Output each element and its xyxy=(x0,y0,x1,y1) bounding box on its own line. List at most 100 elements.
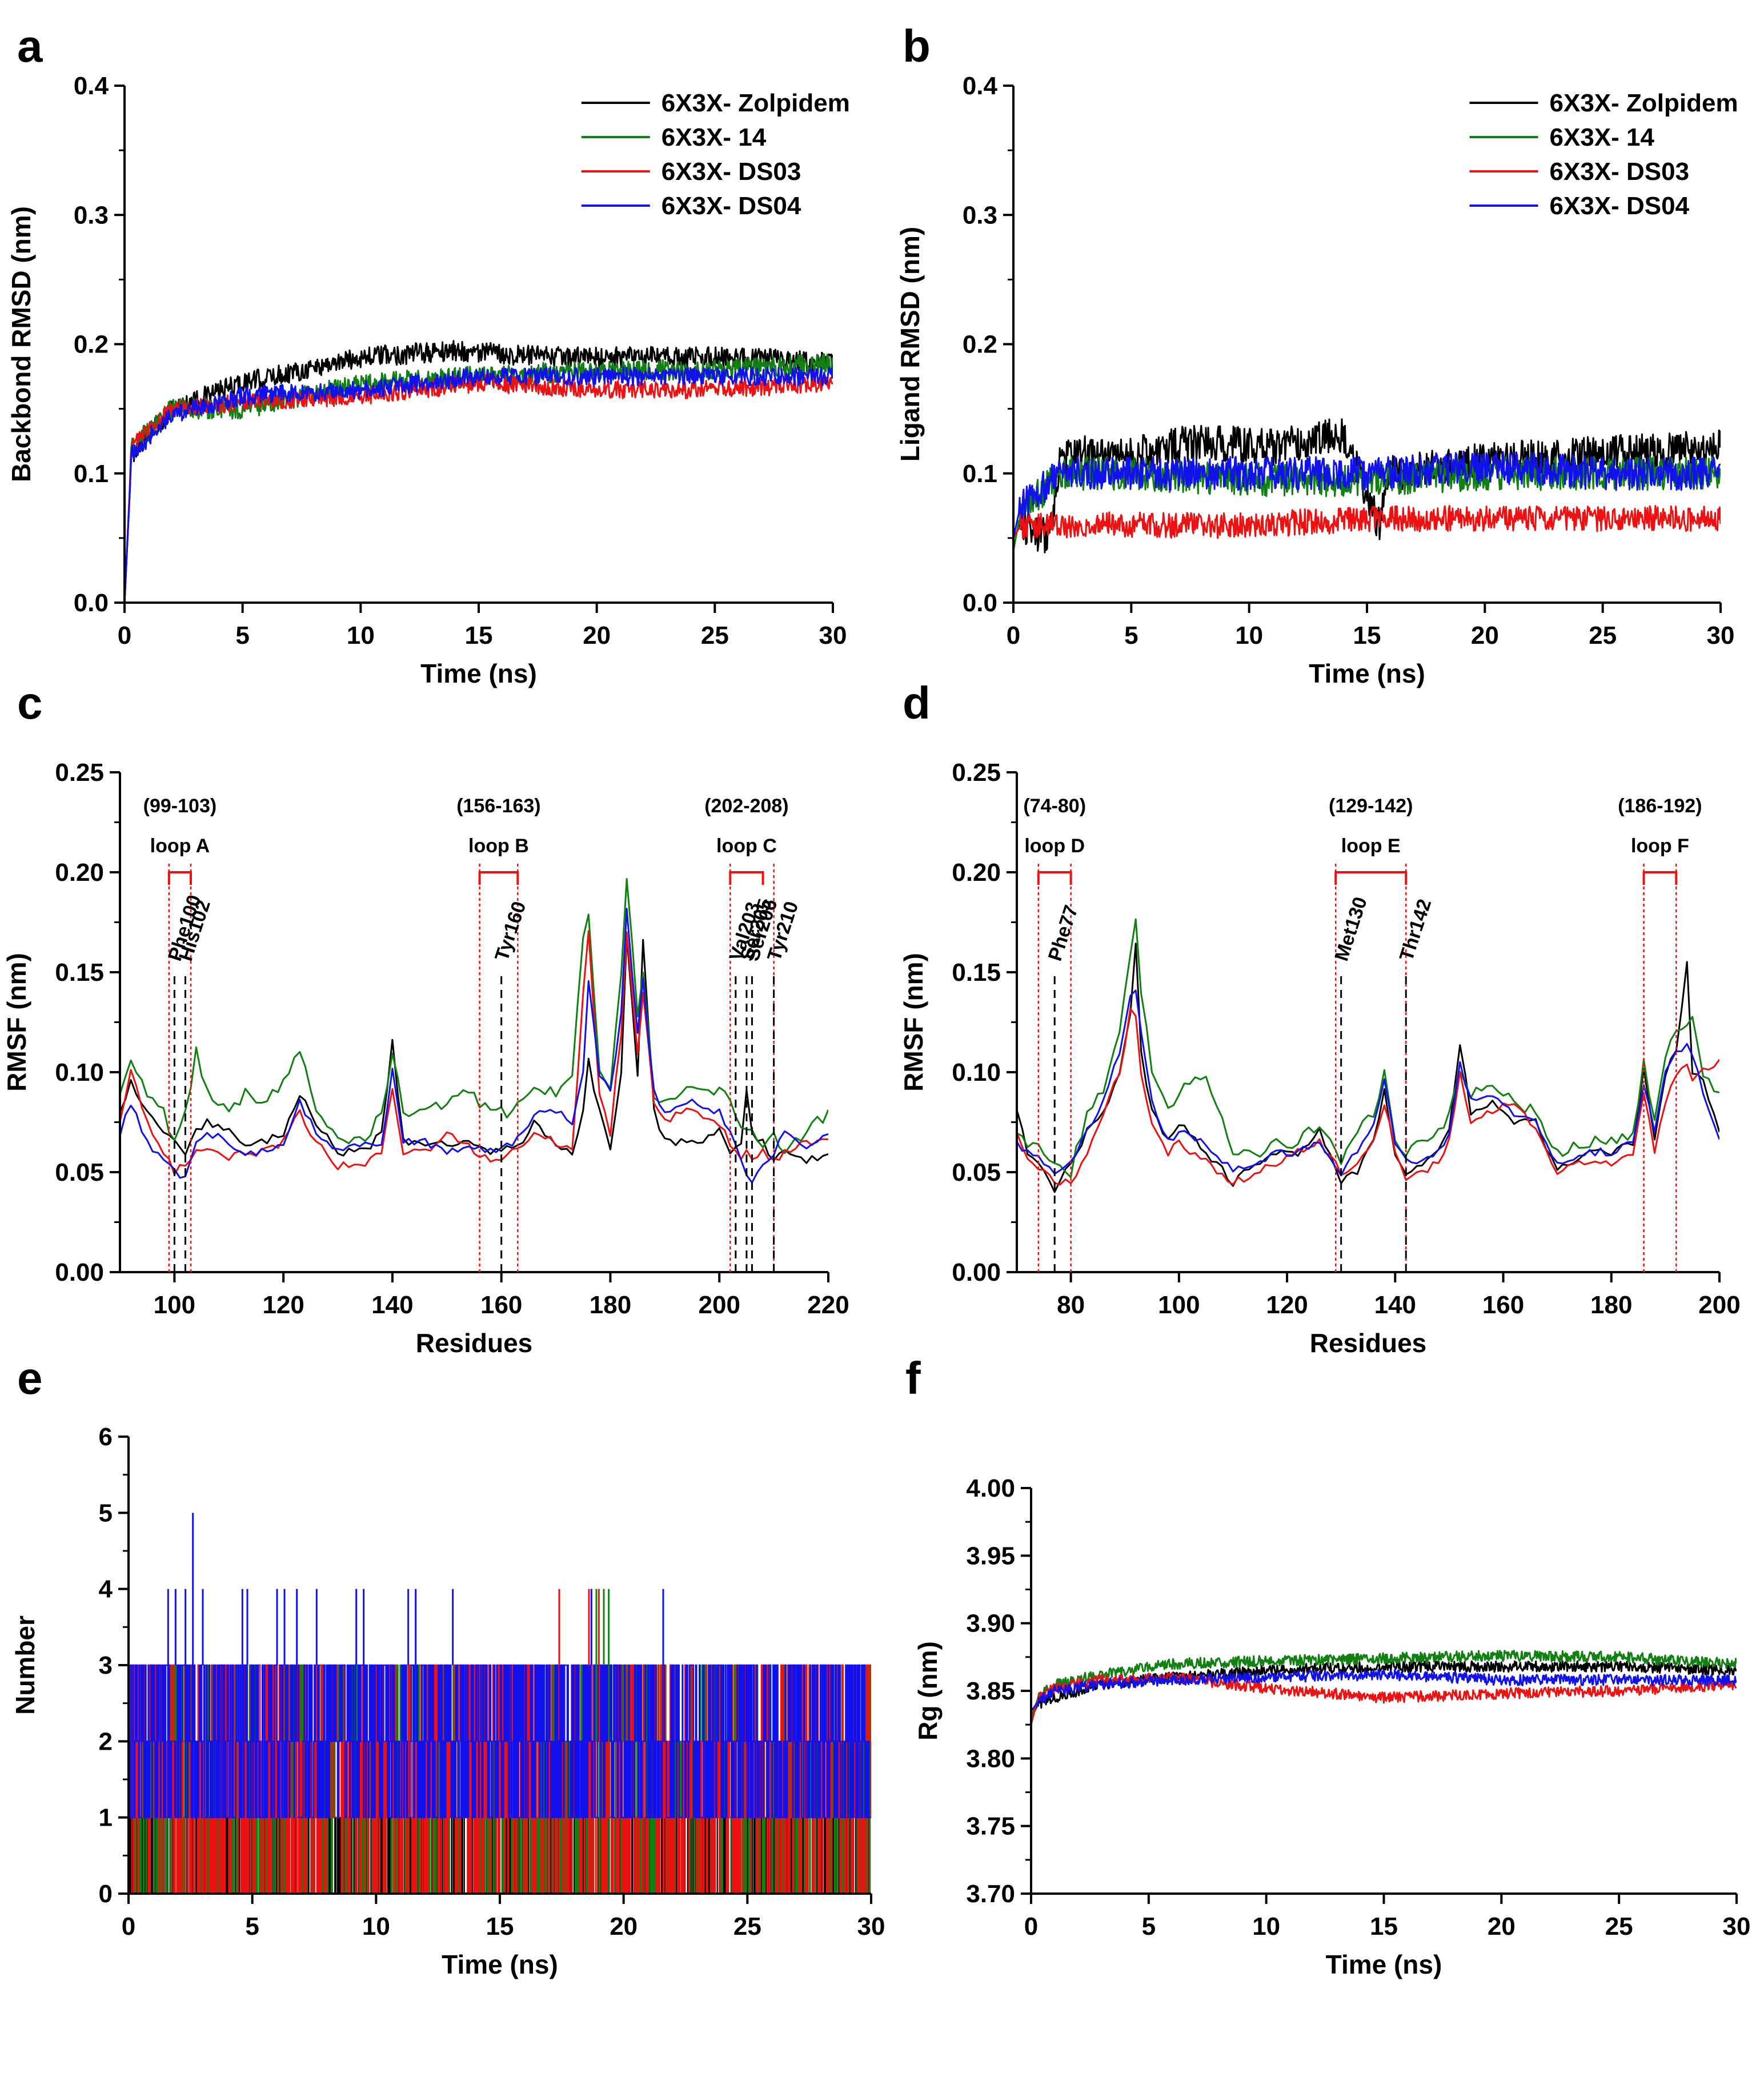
x-axis-title: Time (ns) xyxy=(1309,659,1425,688)
y-tick-label: 0.1 xyxy=(74,460,109,488)
y-tick-label: 0.10 xyxy=(55,1058,104,1086)
residue-marker-label: Met130 xyxy=(1330,895,1372,964)
legend-label: 6X3X- DS03 xyxy=(1550,158,1690,186)
y-tick-label: 0.05 xyxy=(952,1158,1001,1186)
series-14-line xyxy=(1031,1650,1737,1718)
x-tick-label: 0 xyxy=(122,1912,135,1940)
panel-d: d 80 100 120 140 160 180 200 0.00 0.05 0.10 0.15 0.2… xyxy=(899,677,1741,1358)
y-tick-label: 3.80 xyxy=(966,1745,1015,1773)
y-tick-label: 0.0 xyxy=(963,589,997,617)
series-ds04-line xyxy=(1013,450,1721,539)
y-tick-label: 0.00 xyxy=(55,1258,104,1286)
x-tick-label: 25 xyxy=(1605,1912,1633,1940)
y-axis-title: Ligand RMSD (nm) xyxy=(895,227,925,462)
y-tick-label: 0.2 xyxy=(963,331,997,359)
x-tick-label: 120 xyxy=(1266,1291,1308,1319)
x-tick-label: 120 xyxy=(262,1291,304,1319)
y-tick-label: 5 xyxy=(99,1499,113,1527)
y-axis-title: RMSF (nm) xyxy=(899,953,928,1092)
x-tick-label: 140 xyxy=(371,1291,413,1319)
series-ds04-line xyxy=(1017,989,1719,1177)
x-axis-title: Residues xyxy=(1310,1328,1427,1358)
x-tick-label: 180 xyxy=(590,1291,631,1319)
y-tick-label: 3 xyxy=(99,1651,113,1679)
plot-area-d xyxy=(1017,918,1719,1193)
panel-f: f 0 5 10 15 20 25 30 3.70 3.75 3.80 3.85 3.90 3.95 4.0… xyxy=(905,1353,1750,1979)
loop-bracket xyxy=(167,871,192,885)
series-ds03-line xyxy=(1017,1008,1719,1186)
x-tick-label: 25 xyxy=(1589,622,1617,649)
loop-range: (202-208) xyxy=(704,795,788,817)
x-tick-label: 160 xyxy=(480,1291,522,1319)
loop-bracket xyxy=(729,871,764,885)
y-tick-label: 2 xyxy=(99,1727,113,1755)
series-ds03-line xyxy=(1031,1671,1737,1725)
plot-area-e xyxy=(129,1513,871,1894)
y-axis-title: Backbond RMSD (nm) xyxy=(6,206,36,482)
series-ds03-line xyxy=(125,374,833,603)
y-tick-label: 0.20 xyxy=(952,859,1001,887)
residue-marker-label: Thr142 xyxy=(1396,896,1436,964)
series-ds03-line xyxy=(1013,504,1721,539)
x-tick-label: 10 xyxy=(362,1912,390,1940)
legend-label: 6X3X- DS04 xyxy=(1550,192,1690,220)
legend: 6X3X- Zolpidem 6X3X- 14 6X3X- DS03 6X3X- DS… xyxy=(581,89,850,220)
panel-label-f: f xyxy=(905,1353,921,1404)
loop-bracket xyxy=(1037,871,1072,885)
y-axis-title: RMSF (nm) xyxy=(2,953,31,1092)
x-tick-label: 0 xyxy=(118,622,131,649)
x-tick-label: 5 xyxy=(235,622,249,649)
x-tick-label: 5 xyxy=(1142,1912,1156,1940)
x-tick-label: 10 xyxy=(347,622,375,649)
x-tick-label: 15 xyxy=(1353,622,1381,649)
y-tick-label: 0.15 xyxy=(55,959,104,987)
x-tick-label: 220 xyxy=(807,1291,849,1319)
x-tick-label: 100 xyxy=(1158,1291,1200,1319)
x-tick-label: 30 xyxy=(819,622,847,649)
x-tick-label: 20 xyxy=(1471,622,1499,649)
x-tick-label: 80 xyxy=(1057,1291,1085,1319)
series-14-line xyxy=(120,878,828,1154)
loop-name: loop B xyxy=(468,835,529,857)
plot-area-b xyxy=(1013,418,1721,554)
x-tick-label: 0 xyxy=(1007,622,1020,649)
y-tick-label: 0.25 xyxy=(55,759,104,787)
series-ds03-line xyxy=(120,930,828,1176)
loop-bracket xyxy=(478,871,519,885)
x-tick-label: 15 xyxy=(486,1912,514,1940)
loop-name: loop C xyxy=(716,835,777,857)
x-tick-label: 10 xyxy=(1252,1912,1280,1940)
x-tick-label: 160 xyxy=(1482,1291,1524,1319)
y-tick-label: 0.25 xyxy=(952,759,1001,787)
y-tick-label: 3.85 xyxy=(966,1677,1015,1705)
plot-area-f xyxy=(1031,1650,1737,1725)
panel-a: a 0 5 10 15 20 25 30 0.0 0.1 0.2 0.3 0.4 Time (ns) Bac… xyxy=(6,21,850,688)
loop-name: loop A xyxy=(150,835,210,857)
series-zolpidem-line xyxy=(120,935,828,1164)
series-zolpidem-line xyxy=(1013,418,1721,554)
series-ds04-line xyxy=(1031,1669,1737,1712)
y-axis-title: Number xyxy=(10,1615,40,1715)
legend-label: 6X3X- 14 xyxy=(662,123,767,151)
x-tick-label: 30 xyxy=(1707,622,1735,649)
loop-name: loop D xyxy=(1024,835,1085,857)
y-tick-label: 3.90 xyxy=(966,1610,1015,1638)
panel-label-c: c xyxy=(17,677,43,728)
panel-e: e 0 5 10 15 20 25 30 0 1 2 3 4 5 6 Time (ns) Number xyxy=(10,1353,885,1979)
loop-name: loop F xyxy=(1631,835,1689,857)
y-tick-label: 3.75 xyxy=(966,1813,1015,1841)
loop-range: (129-142) xyxy=(1329,795,1413,817)
loop-bracket xyxy=(1334,871,1408,885)
series-zolpidem-line xyxy=(1017,943,1719,1193)
panel-label-d: d xyxy=(903,677,931,728)
y-axis-title: Rg (nm) xyxy=(913,1641,943,1741)
y-tick-label: 6 xyxy=(99,1423,113,1451)
x-tick-label: 100 xyxy=(154,1291,195,1319)
legend-label: 6X3X- DS04 xyxy=(662,192,801,220)
y-tick-label: 4.00 xyxy=(966,1474,1015,1502)
x-tick-label: 15 xyxy=(465,622,493,649)
y-tick-label: 0.0 xyxy=(74,589,109,617)
y-tick-label: 0 xyxy=(99,1880,113,1908)
loop-bracket xyxy=(1642,871,1678,885)
